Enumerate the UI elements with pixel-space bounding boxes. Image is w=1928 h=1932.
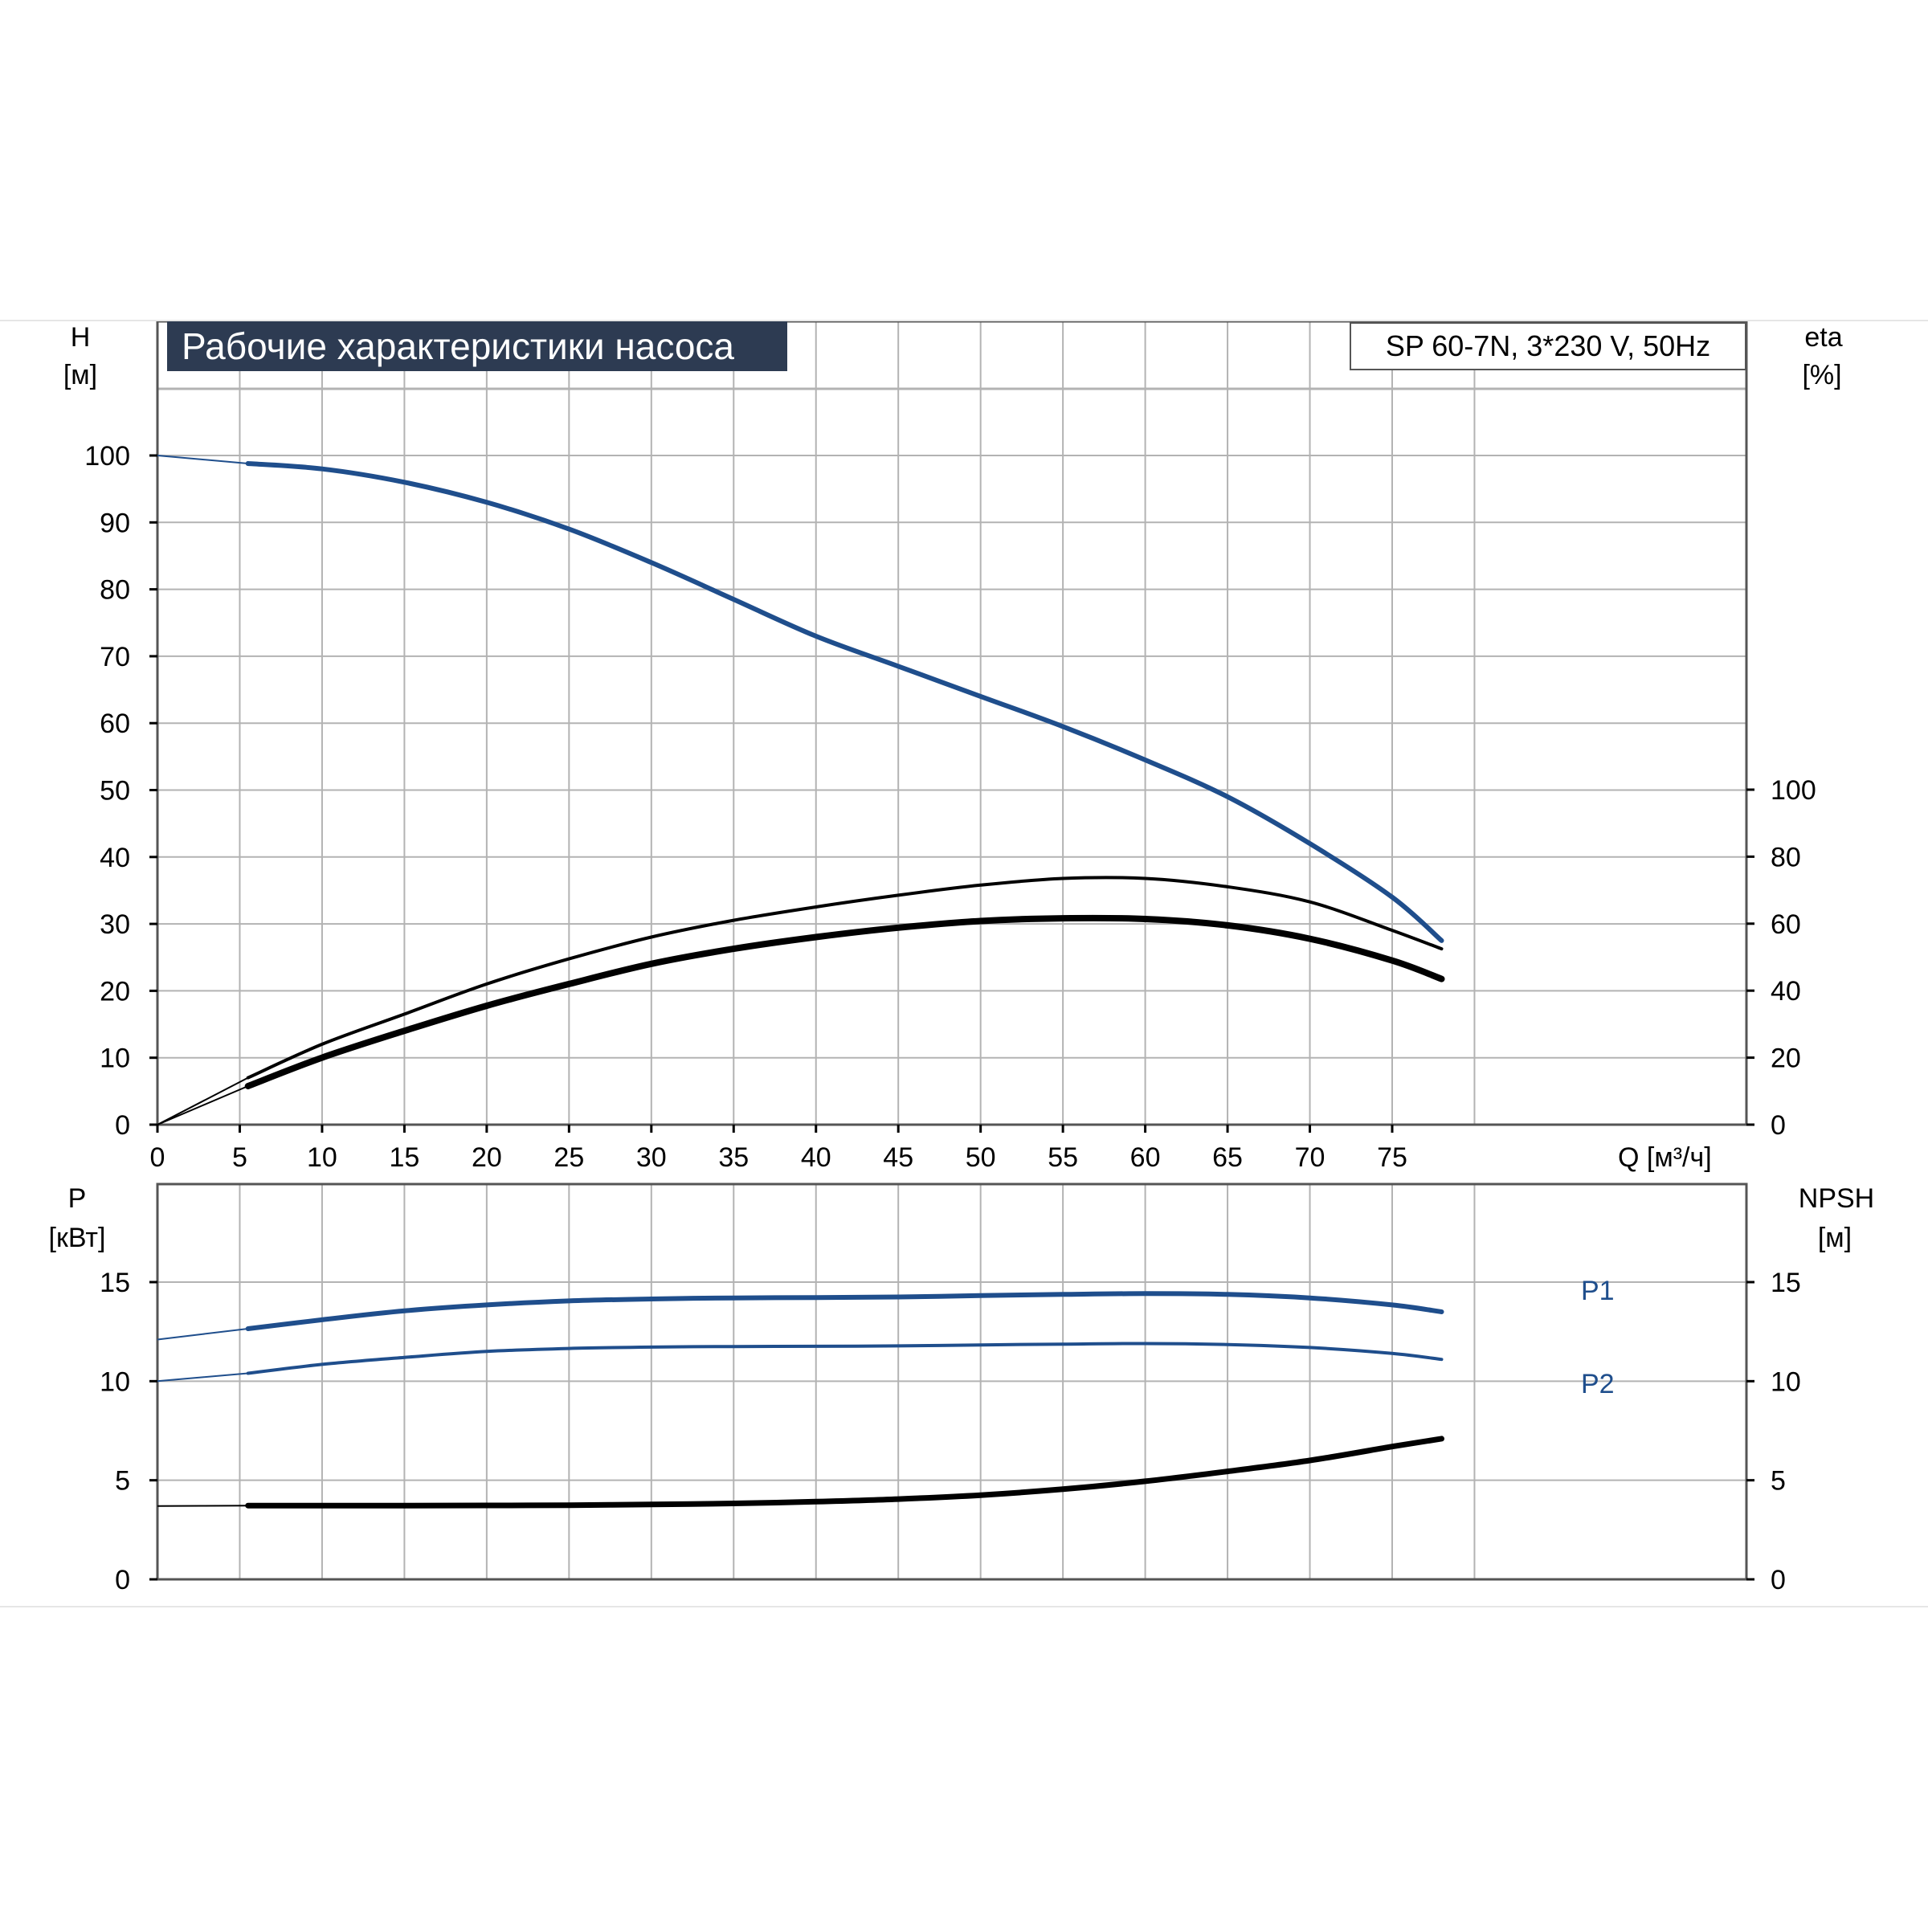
q-tick-label: 20 — [472, 1142, 502, 1173]
q-tick-label: 0 — [150, 1142, 165, 1173]
curve-eta-upper-extension — [157, 1076, 249, 1125]
q-tick-label: 75 — [1377, 1142, 1407, 1173]
curve-p1-extension — [157, 1328, 248, 1341]
npsh-axis-label: NPSH — [1799, 1183, 1874, 1214]
p-tick-label: 15 — [100, 1268, 130, 1298]
q-tick-label: 50 — [966, 1142, 996, 1173]
curve-eta-lower — [244, 914, 1445, 1089]
q-tick-label: 60 — [1130, 1142, 1161, 1173]
bottom-chart-grid — [156, 1182, 1748, 1581]
bottom-separator — [0, 1606, 1928, 1607]
h-tick-label: 100 — [84, 441, 130, 472]
h-tick-label: 90 — [100, 508, 130, 538]
eta-tick-label: 0 — [1771, 1110, 1786, 1141]
h-tick-label: 20 — [100, 976, 130, 1007]
curve-p2-extension — [157, 1372, 248, 1383]
q-tick-label: 55 — [1048, 1142, 1078, 1173]
h-tick-label: 10 — [100, 1044, 130, 1074]
curve-npsh-extension — [157, 1505, 248, 1507]
curve-h-q-extension — [157, 455, 248, 464]
npsh-tick-label: 0 — [1771, 1565, 1786, 1595]
curve-eta-lower-extension — [157, 1085, 249, 1125]
bottom-chart-curves — [157, 1291, 1444, 1509]
h-tick-label: 50 — [100, 776, 130, 807]
h-tick-label: 80 — [100, 575, 130, 606]
q-tick-label: 25 — [553, 1142, 584, 1173]
q-axis-label: Q [м³/ч] — [1618, 1142, 1712, 1173]
p-tick-label: 10 — [100, 1366, 130, 1397]
npsh-axis-unit: [м] — [1818, 1223, 1852, 1253]
q-tick-label: 65 — [1212, 1142, 1243, 1173]
h-axis-label: H — [71, 322, 91, 353]
eta-tick-label: 80 — [1771, 842, 1801, 872]
h-tick-label: 60 — [100, 709, 130, 739]
p-axis-label: P — [68, 1183, 87, 1214]
npsh-tick-label: 5 — [1771, 1466, 1786, 1497]
p-tick-label: 5 — [115, 1466, 130, 1497]
curve-p2 — [246, 1342, 1444, 1375]
curve-npsh — [245, 1436, 1444, 1509]
top-chart-curves — [157, 455, 1445, 1125]
h-tick-label: 70 — [100, 642, 130, 672]
bottom-chart-ticks: 0 5 10 15 0 5 10 15 — [100, 1268, 1801, 1595]
npsh-tick-label: 10 — [1771, 1366, 1801, 1397]
q-tick-label: 70 — [1295, 1142, 1326, 1173]
model-label-box — [1350, 322, 1746, 370]
h-tick-label: 40 — [100, 843, 130, 873]
p-tick-label: 0 — [115, 1565, 130, 1595]
q-tick-label: 15 — [389, 1142, 419, 1173]
q-tick-label: 35 — [718, 1142, 749, 1173]
q-tick-label: 45 — [883, 1142, 913, 1173]
eta-tick-label: 20 — [1771, 1044, 1801, 1074]
curve-h-q — [245, 461, 1444, 943]
eta-tick-label: 100 — [1771, 775, 1816, 806]
p1-label: P1 — [1581, 1276, 1615, 1306]
eta-tick-label: 40 — [1771, 976, 1801, 1007]
title-box — [167, 321, 787, 371]
h-tick-label: 30 — [100, 909, 130, 940]
npsh-tick-label: 15 — [1771, 1268, 1801, 1298]
eta-tick-label: 60 — [1771, 909, 1801, 940]
p-axis-unit: [кВт] — [49, 1223, 106, 1253]
eta-axis-unit: [%] — [1802, 360, 1841, 390]
top-chart-grid — [156, 320, 1748, 1126]
q-tick-label: 40 — [801, 1142, 831, 1173]
eta-axis-label: eta — [1804, 322, 1842, 353]
p2-label: P2 — [1581, 1369, 1615, 1399]
top-chart-ticks: 0 10 20 30 40 50 60 70 80 90 100 0 20 40 60 80 100 0 5 10 15… — [84, 441, 1816, 1173]
model-label: SP 60-7N, 3*230 V, 50Hz — [1386, 329, 1710, 362]
q-tick-label: 10 — [307, 1142, 337, 1173]
q-tick-label: 30 — [636, 1142, 667, 1173]
h-tick-label: 0 — [115, 1110, 130, 1141]
q-tick-label: 5 — [232, 1142, 247, 1173]
h-axis-unit: [м] — [63, 360, 97, 390]
curve-p1 — [245, 1291, 1444, 1331]
chart-title: Рабочие характеристики насоса — [182, 325, 734, 367]
top-separator — [0, 320, 1928, 321]
curve-eta-upper — [246, 876, 1444, 1080]
